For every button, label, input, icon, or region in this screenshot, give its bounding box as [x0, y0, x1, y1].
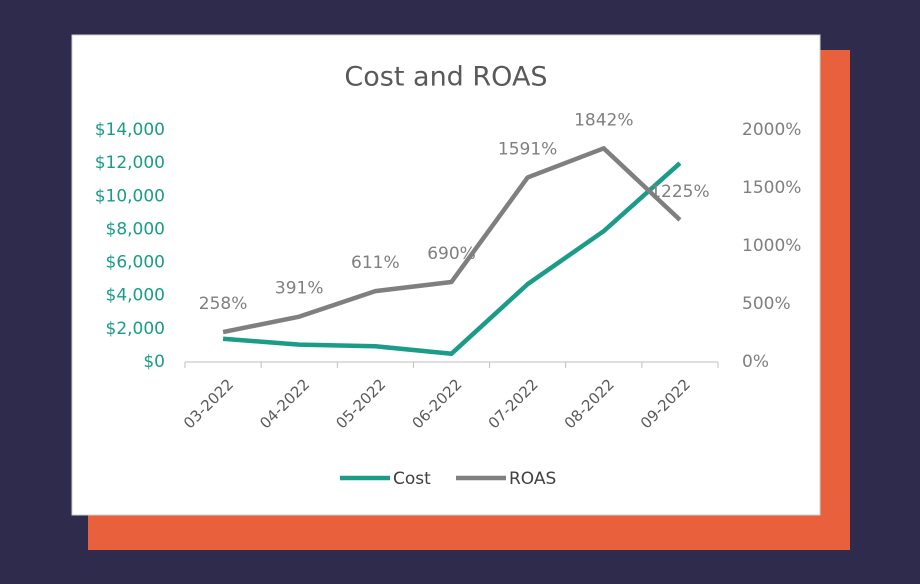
y-tick-label: $12,000 [95, 153, 165, 173]
data-label: 258% [199, 294, 248, 314]
chart-card [71, 34, 821, 516]
data-label: 1591% [498, 139, 557, 159]
y2-tick-label: 500% [742, 294, 791, 314]
legend-label: ROAS [509, 469, 556, 489]
y-tick-label: $4,000 [106, 286, 165, 306]
y-tick-label: $10,000 [95, 186, 165, 206]
y-tick-label: $8,000 [106, 219, 165, 239]
data-label: 690% [427, 244, 476, 264]
y-tick-label: $0 [143, 352, 165, 372]
data-label: 1225% [650, 182, 709, 202]
series-line [222, 161, 682, 356]
data-label: 391% [275, 279, 324, 299]
y2-tick-label: 1000% [742, 236, 801, 256]
y-tick-label: $14,000 [95, 120, 165, 140]
chart-title: Cost and ROAS [344, 62, 547, 93]
data-label: 611% [351, 253, 400, 273]
y2-tick-label: 1500% [742, 178, 801, 198]
y-tick-label: $6,000 [106, 253, 165, 273]
series-line [222, 146, 682, 335]
y-tick-label: $2,000 [106, 319, 165, 339]
legend-label: Cost [393, 469, 431, 489]
data-label: 1842% [574, 110, 633, 130]
y2-tick-label: 0% [742, 352, 769, 372]
y2-tick-label: 2000% [742, 120, 801, 140]
